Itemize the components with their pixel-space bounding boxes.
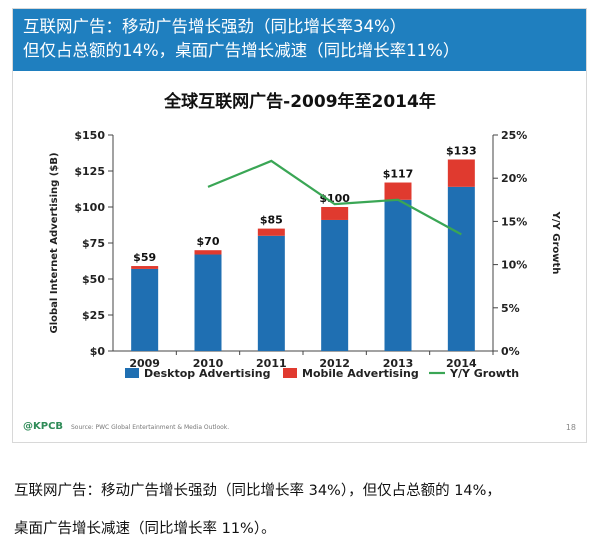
bar-desktop-2009 <box>131 268 159 351</box>
kpcb-logo: @KPCB <box>23 421 64 432</box>
total-label-2014: $133 <box>446 144 477 157</box>
y-tick-label: $0 <box>90 345 106 358</box>
total-label-2009: $59 <box>133 251 156 264</box>
bar-mobile-2010 <box>194 250 222 255</box>
y2-axis-label: Y/Y Growth <box>550 211 561 275</box>
bar-mobile-2013 <box>384 182 412 200</box>
y2-tick-label: 20% <box>501 172 527 185</box>
legend-mobile-swatch <box>283 368 297 378</box>
x-tick-label-2009: 2009 <box>129 357 160 370</box>
header-line-1: 互联网广告：移动广告增长强劲（同比增长率34%） <box>23 17 407 36</box>
y2-tick-label: 10% <box>501 259 527 272</box>
x-tick-label-2012: 2012 <box>319 357 350 370</box>
bar-mobile-2011 <box>257 228 285 236</box>
x-tick-label-2013: 2013 <box>383 357 414 370</box>
bar-mobile-2009 <box>131 266 159 269</box>
bar-desktop-2014 <box>447 186 475 351</box>
bar-desktop-2012 <box>321 219 349 351</box>
growth-line <box>207 159 462 236</box>
y-tick-label: $100 <box>74 201 105 214</box>
y-tick-label: $50 <box>82 273 105 286</box>
header-line-2: 但仅占总额的14%，桌面广告增长减速（同比增长率11%） <box>23 41 460 60</box>
total-label-2011: $85 <box>260 214 283 227</box>
bar-chart: 全球互联网广告-2009年至2014年 $0 $25 $50 $75 $100 $125 $1… <box>49 91 561 380</box>
total-label-2013: $117 <box>383 168 414 181</box>
caption: 互联网广告：移动广告增长强劲（同比增长率 34%），但仅占总额的 14%， 桌面… <box>14 472 586 548</box>
legend-mobile-label: Mobile Advertising <box>302 367 419 380</box>
caption-line-1: 互联网广告：移动广告增长强劲（同比增长率 34%），但仅占总额的 14%， <box>14 483 501 499</box>
bar-mobile-2012 <box>321 207 349 220</box>
total-label-2012: $100 <box>319 192 350 205</box>
source-note: Source: PWC Global Entertainment & Media… <box>70 424 230 431</box>
legend-desktop-label: Desktop Advertising <box>144 367 270 380</box>
slide: 互联网广告：移动广告增长强劲（同比增长率34%） 但仅占总额的14%，桌面广告增… <box>12 8 587 443</box>
y2-tick-label: 0% <box>501 345 520 358</box>
bar-desktop-2010 <box>194 254 222 351</box>
caption-line-2: 桌面广告增长减速（同比增长率 11%）。 <box>14 521 276 537</box>
y-tick-label: $75 <box>82 237 105 250</box>
y-tick-label: $150 <box>74 129 105 142</box>
y-tick-label: $125 <box>74 165 105 178</box>
bar-desktop-2013 <box>384 199 412 351</box>
slide-header: 互联网广告：移动广告增长强劲（同比增长率34%） 但仅占总额的14%，桌面广告增… <box>13 9 586 71</box>
x-tick-label-2014: 2014 <box>446 357 477 370</box>
y-tick-label: $25 <box>82 309 105 322</box>
legend-desktop-swatch <box>125 368 139 378</box>
legend-growth-label: Y/Y Growth <box>449 367 519 380</box>
y2-tick-label: 25% <box>501 129 527 142</box>
y2-tick-label: 15% <box>501 215 527 228</box>
total-label-2010: $70 <box>197 235 220 248</box>
chart-title: 全球互联网广告-2009年至2014年 <box>163 91 436 112</box>
x-tick-label-2011: 2011 <box>256 357 287 370</box>
bar-mobile-2014 <box>447 159 475 187</box>
y2-tick-label: 5% <box>501 302 520 315</box>
x-tick-label-2010: 2010 <box>193 357 224 370</box>
y-axis-label: Global Internet Advertising ($B) <box>49 152 60 333</box>
footer: @KPCB Source: PWC Global Entertainment &… <box>23 421 229 432</box>
page-number: 18 <box>565 423 576 432</box>
bar-desktop-2011 <box>257 235 285 351</box>
